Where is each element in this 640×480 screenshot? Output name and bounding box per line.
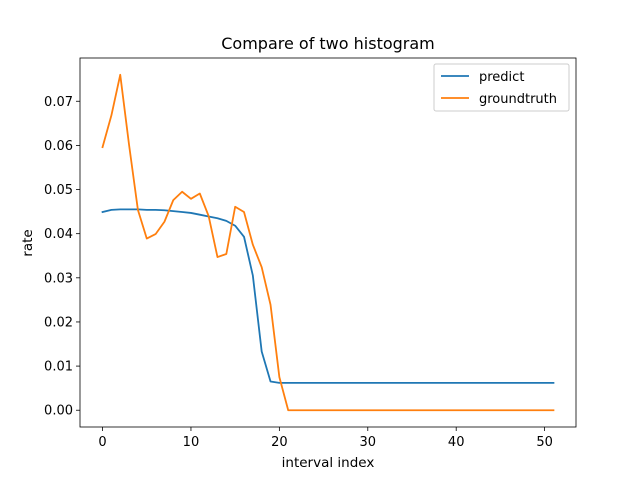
chart-title: Compare of two histogram	[221, 34, 435, 53]
plot-frame	[79, 57, 577, 428]
x-tick-label: 40	[448, 435, 465, 450]
y-tick-label: 0.03	[44, 271, 73, 286]
y-axis-label: rate	[20, 229, 36, 256]
y-tick-label: 0.06	[44, 139, 73, 154]
y-tick-label: 0.04	[44, 227, 73, 242]
y-tick-label: 0.05	[44, 183, 73, 198]
y-tick-label: 0.07	[44, 95, 73, 110]
legend-label-predict: predict	[479, 70, 524, 85]
series-line-groundtruth	[101, 73, 555, 412]
legend: predict groundtruth	[433, 63, 570, 112]
series-line-predict	[101, 208, 555, 384]
x-axis-label: interval index	[282, 455, 375, 471]
y-tick-label: 0.00	[44, 404, 73, 419]
x-tick-label: 30	[360, 435, 377, 450]
x-tick-label: 10	[183, 435, 200, 450]
y-axis-ticks: 0.00 0.01 0.02 0.03 0.04 0.05 0.06 0.07	[44, 95, 80, 419]
x-tick-label: 20	[271, 435, 288, 450]
plot-area	[80, 58, 576, 427]
x-tick-label: 0	[98, 435, 106, 450]
x-tick-label: 50	[536, 435, 553, 450]
y-tick-label: 0.02	[44, 315, 73, 330]
legend-label-groundtruth: groundtruth	[479, 92, 557, 107]
x-axis-ticks: 0 10 20 30 40 50	[98, 427, 553, 450]
series-layer	[101, 73, 555, 412]
y-tick-label: 0.01	[44, 360, 73, 375]
